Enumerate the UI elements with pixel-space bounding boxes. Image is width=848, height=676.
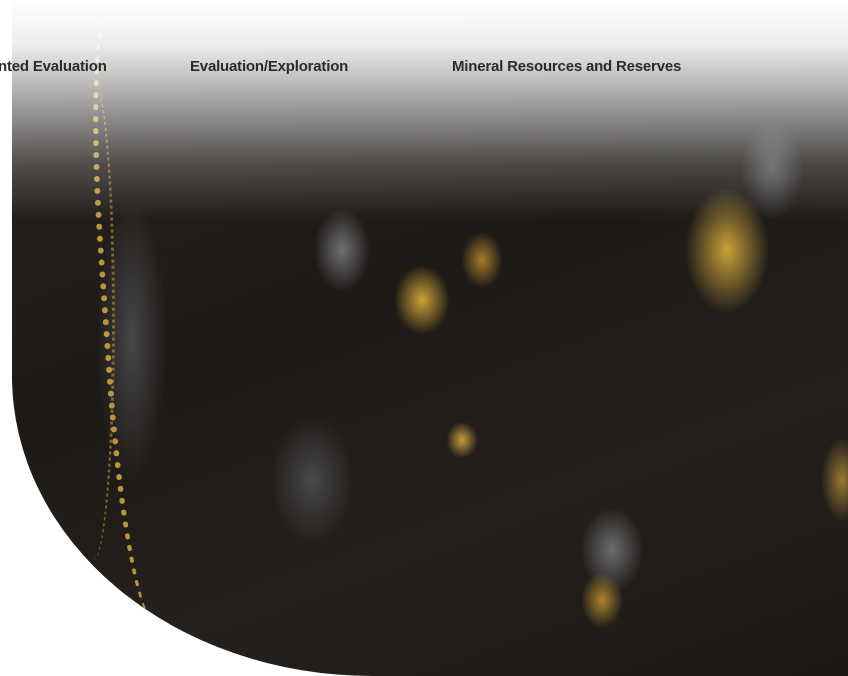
gold-vein-decoration-secondary	[72, 80, 115, 560]
hero-gold-ore-image	[12, 0, 848, 676]
nav-item-evaluation-exploration[interactable]: Evaluation/Exploration	[190, 58, 349, 75]
nav-item-mineral-resources-reserves[interactable]: Mineral Resources and Reserves	[452, 58, 682, 75]
top-navigation: nted Evaluation Evaluation/Exploration M…	[0, 58, 848, 82]
nav-item-evaluation[interactable]: nted Evaluation	[0, 58, 107, 75]
